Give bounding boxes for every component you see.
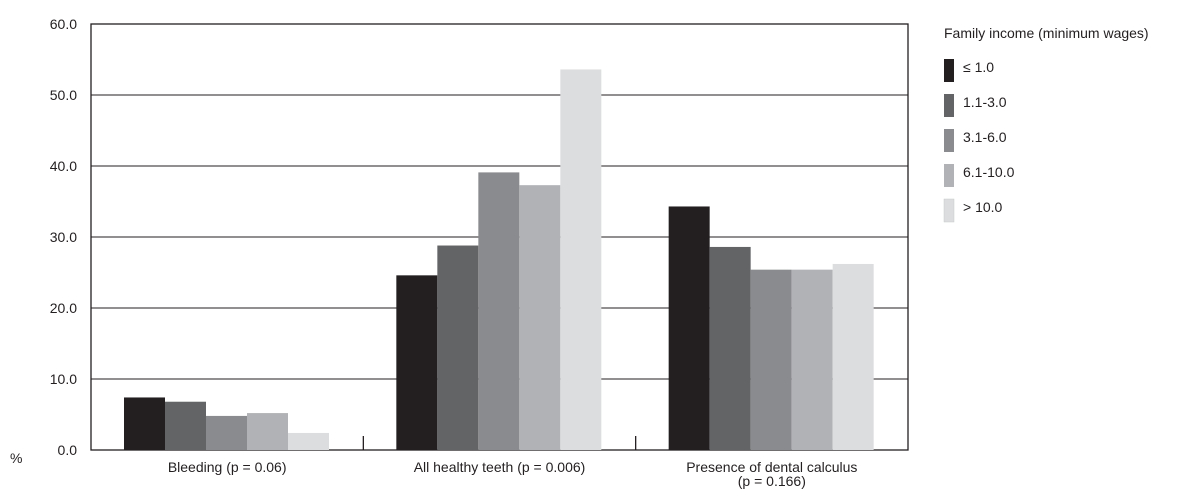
legend-swatch	[943, 198, 955, 223]
legend-swatch	[944, 94, 954, 117]
bar	[124, 397, 165, 450]
bar	[750, 269, 792, 450]
bar	[519, 185, 561, 451]
bar	[668, 206, 710, 450]
bar	[288, 432, 329, 450]
bar	[832, 263, 874, 450]
y-tick-label: 10.0	[50, 371, 77, 387]
y-axis-label: %	[10, 450, 22, 466]
bar	[791, 269, 833, 450]
y-tick-label: 40.0	[50, 158, 77, 174]
bar	[709, 246, 751, 450]
y-tick-label: 0.0	[58, 442, 78, 458]
bar	[437, 245, 479, 450]
x-category-label: Presence of dental calculus	[686, 459, 857, 475]
x-axis-labels: Bleeding (p = 0.06) All healthy teeth (p …	[168, 459, 858, 489]
bar	[206, 415, 247, 450]
y-tick-label: 60.0	[50, 16, 77, 32]
legend-entry-label: > 10.0	[963, 199, 1003, 215]
x-category-label: (p = 0.166)	[738, 473, 806, 489]
bar	[396, 275, 438, 450]
legend-entry-label: 6.1-10.0	[963, 164, 1015, 180]
legend-swatch	[944, 129, 954, 152]
x-category-label: All healthy teeth (p = 0.006)	[414, 459, 586, 475]
bar	[478, 172, 520, 450]
legend-swatch	[944, 59, 954, 82]
x-category-label: Bleeding (p = 0.06)	[168, 459, 287, 475]
y-tick-label: 20.0	[50, 300, 77, 316]
legend-entry-label: 3.1-6.0	[963, 129, 1007, 145]
bar	[560, 69, 602, 450]
bar	[247, 413, 288, 450]
y-tick-label: 30.0	[50, 229, 77, 245]
legend-swatch	[944, 164, 954, 187]
legend: Family income (minimum wages) ≤ 1.0 1.1-3.…	[943, 25, 1149, 223]
legend-entry-label: 1.1-3.0	[963, 94, 1007, 110]
bars	[124, 69, 874, 451]
y-axis-ticks: 0.0 10.0 20.0 30.0 40.0 50.0 60.0	[50, 16, 77, 458]
legend-entry-label: ≤ 1.0	[963, 59, 994, 75]
bar	[165, 401, 206, 450]
y-tick-label: 50.0	[50, 87, 77, 103]
legend-title: Family income (minimum wages)	[944, 25, 1149, 41]
